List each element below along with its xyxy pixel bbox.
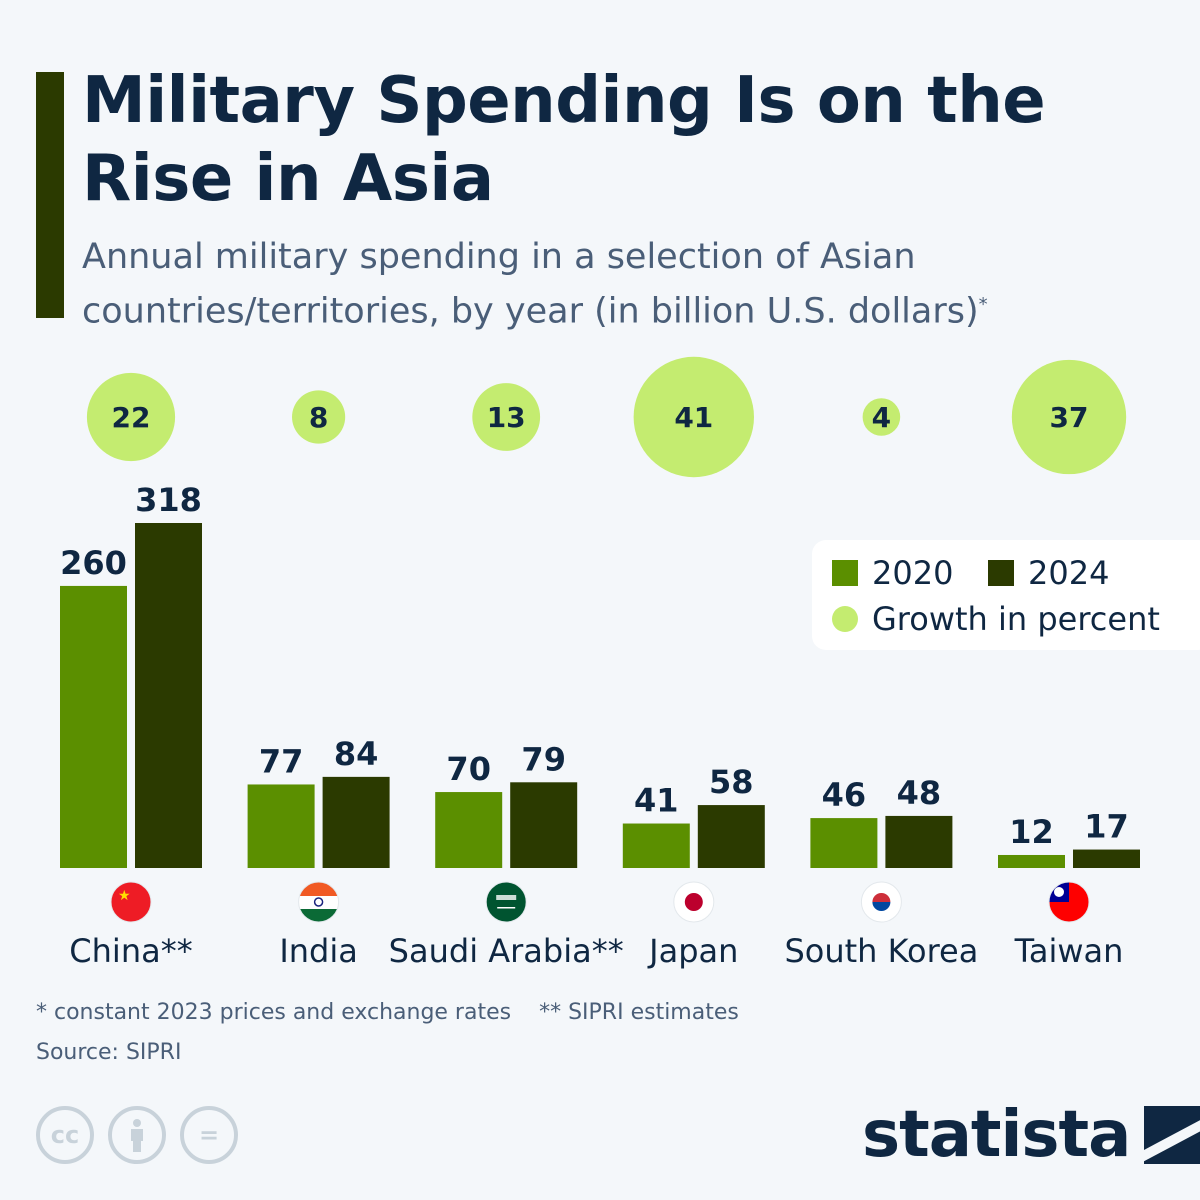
bar-2024 — [885, 815, 953, 868]
person-icon — [131, 1119, 143, 1152]
india-flag-icon — [298, 881, 340, 923]
bar-2020 — [622, 823, 690, 868]
footnote-sipri-estimates: ** SIPRI estimates — [539, 1000, 739, 1025]
legend-swatch-2020 — [832, 560, 858, 586]
japan-flag-icon — [673, 881, 715, 923]
taiwan-flag-icon — [1048, 881, 1090, 923]
bar-2020 — [247, 784, 315, 868]
legend-swatch-2024 — [988, 560, 1014, 586]
subtitle-text: Annual military spending in a selection … — [82, 237, 979, 332]
growth-label: 22 — [112, 401, 151, 434]
growth-bubble — [633, 356, 754, 478]
data-label-2024: 17 — [1084, 808, 1129, 846]
category-group: 41 41 58 Japan — [622, 356, 765, 970]
category-group: 13 70 79 Saudi Arabia** — [389, 383, 624, 970]
legend-label-2024: 2024 — [1028, 554, 1110, 592]
growth-bubble — [86, 372, 176, 462]
statista-logo[interactable]: statista — [862, 1098, 1200, 1172]
data-label-2024: 318 — [135, 481, 202, 519]
data-label-2020: 46 — [822, 776, 867, 814]
data-label-2020: 41 — [634, 782, 679, 820]
south-korea-flag-icon — [860, 881, 902, 923]
category-label: Taiwan — [1014, 932, 1124, 970]
subtitle-footnote-mark: * — [978, 294, 988, 315]
bar-2024 — [322, 776, 390, 868]
data-label-2020: 260 — [60, 544, 127, 582]
accent-bar — [36, 72, 64, 318]
category-label: Japan — [647, 932, 738, 970]
data-label-2024: 48 — [897, 774, 942, 812]
legend: 2020 2024 Growth in percent — [812, 540, 1200, 650]
statista-logo-mark-icon — [1144, 1106, 1200, 1164]
growth-label: 37 — [1050, 401, 1089, 434]
category-label: India — [279, 932, 358, 970]
chart-subtitle: Annual military spending in a selection … — [82, 234, 1182, 336]
bar-2020 — [435, 792, 503, 868]
growth-label: 13 — [487, 401, 526, 434]
category-label: China** — [69, 932, 192, 970]
chart-title: Military Spending Is on the Rise in Asia — [82, 64, 1046, 216]
growth-label: 4 — [872, 401, 891, 434]
category-group: 37 12 17 Taiwan — [998, 359, 1140, 970]
bar-2020 — [810, 818, 878, 868]
brand-text: statista — [862, 1098, 1131, 1172]
china-flag-icon: ★ — [110, 881, 152, 923]
legend-swatch-growth — [832, 606, 858, 632]
equals-glyph: = — [198, 1121, 220, 1149]
growth-bubble — [862, 398, 901, 436]
legend-label-2020: 2020 — [872, 554, 954, 592]
legend-item-2020: 2020 — [832, 554, 953, 592]
data-label-2024: 79 — [521, 740, 566, 778]
data-label-2024: 84 — [334, 735, 379, 773]
bar-2024 — [1073, 849, 1140, 868]
category-group: 8 77 84 India — [247, 390, 390, 970]
saudi-arabia-flag-icon — [485, 881, 527, 923]
footnote-constant-prices: * constant 2023 prices and exchange rate… — [36, 1000, 512, 1025]
source-note: Source: SIPRI — [36, 1040, 182, 1065]
legend-item-growth: Growth in percent — [832, 600, 1160, 638]
growth-bubble — [292, 390, 346, 444]
data-label-2024: 58 — [709, 763, 754, 801]
data-label-2020: 70 — [446, 750, 491, 788]
growth-bubble — [1011, 359, 1127, 475]
bar-2024 — [135, 523, 202, 868]
bar-2020 — [60, 585, 127, 868]
cc-glyph: cc — [50, 1121, 80, 1149]
bar-2024 — [697, 805, 765, 868]
data-label-2020: 77 — [259, 742, 304, 780]
footnotes: * constant 2023 prices and exchange rate… — [36, 1000, 739, 1025]
category-label: South Korea — [784, 932, 978, 970]
category-group: 4 46 48 South Korea — [784, 398, 978, 970]
attribution-icon[interactable] — [108, 1106, 166, 1164]
legend-label-growth: Growth in percent — [872, 600, 1160, 638]
creative-commons-icon[interactable]: cc — [36, 1106, 94, 1164]
growth-label: 41 — [674, 401, 713, 434]
legend-item-2024: 2024 — [988, 554, 1109, 592]
growth-label: 8 — [309, 401, 328, 434]
svg-text:★: ★ — [118, 888, 131, 904]
bar-2024 — [510, 782, 578, 868]
bar-2020 — [998, 854, 1065, 868]
category-label: Saudi Arabia** — [389, 932, 624, 970]
no-derivatives-icon[interactable]: = — [180, 1106, 238, 1164]
data-label-2020: 12 — [1009, 813, 1054, 851]
growth-bubble — [472, 383, 541, 451]
